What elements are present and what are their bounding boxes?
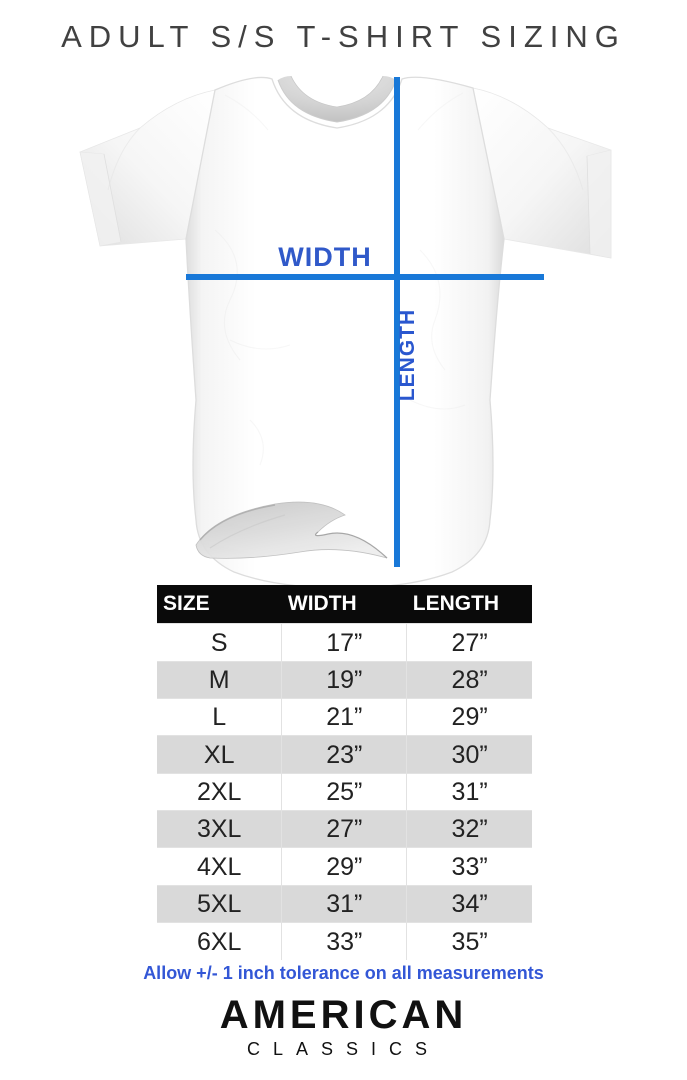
svg-text:WIDTH: WIDTH [278,242,371,272]
svg-text:LENGTH: LENGTH [396,309,419,401]
